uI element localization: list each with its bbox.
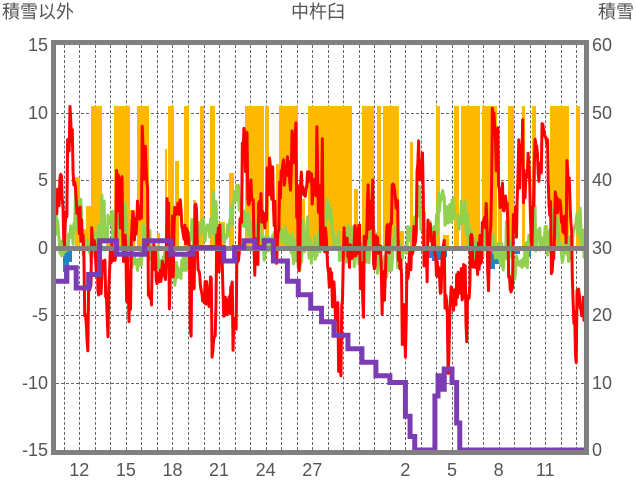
left-tick-label: -15 [21,440,48,460]
red-line-series [56,104,584,378]
orange-bar [353,189,358,248]
right-axis-title: 積雪 [598,2,634,22]
right-tick-label: 40 [592,170,613,190]
blue-bar [514,247,520,255]
page-title: 中杵臼 [291,2,345,22]
green-line-series [56,183,584,287]
right-tick-label: 50 [592,102,613,123]
orange-bar [442,235,449,248]
plot-area [51,40,589,455]
orange-bar [454,105,460,248]
orange-bar [90,105,102,248]
orange-bar [200,105,204,248]
blue-bar [427,247,433,259]
orange-bar [106,239,112,248]
blue-bar [489,247,495,270]
left-tick-label: 0 [37,237,48,258]
right-tick-label: 20 [592,305,613,325]
left-tick-label: 10 [27,102,48,123]
plot-inner [56,45,584,450]
orange-bar [383,105,400,248]
x-tick-label: 11 [535,460,555,480]
orange-bar [183,105,190,248]
right-tick-label: 0 [592,440,603,460]
orange-bar [210,105,216,248]
orange-bar [474,105,480,248]
orange-bar [436,105,440,248]
orange-bar [85,205,92,248]
orange-bar [400,231,405,248]
right-tick-label: 10 [592,372,613,393]
purple-line-series [56,238,584,450]
x-tick-label: 27 [302,460,323,480]
orange-bar [308,105,320,248]
left-tick-label: -5 [31,305,48,325]
blue-bar [64,247,70,280]
x-tick-label: 15 [115,460,136,480]
orange-bar [362,105,375,248]
x-tick-label: 24 [255,460,276,480]
orange-bar [575,105,580,248]
zero-baseline [56,245,584,251]
horizontal-gridline [56,382,584,384]
x-tick-label: 8 [493,460,504,480]
left-tick-label: 5 [37,170,48,190]
blue-bar [67,247,73,263]
blue-bar [437,247,443,260]
x-tick-label: 2 [400,460,411,480]
orange-bar [410,142,413,248]
x-tick-label: 12 [69,460,90,480]
right-tick-label: 30 [592,237,613,258]
left-axis-title: 積雪以外 [2,2,74,22]
orange-bar [497,190,503,248]
x-tick-label: 18 [162,460,183,480]
orange-bar [168,105,174,248]
right-tick-label: 60 [592,35,613,55]
orange-bar [337,105,352,248]
left-tick-label: -10 [21,372,48,393]
orange-bar [508,105,514,248]
x-tick-label: 5 [446,460,458,480]
left-tick-label: 15 [27,35,48,55]
x-tick-label: 21 [209,460,230,480]
orange-bar [377,105,381,248]
